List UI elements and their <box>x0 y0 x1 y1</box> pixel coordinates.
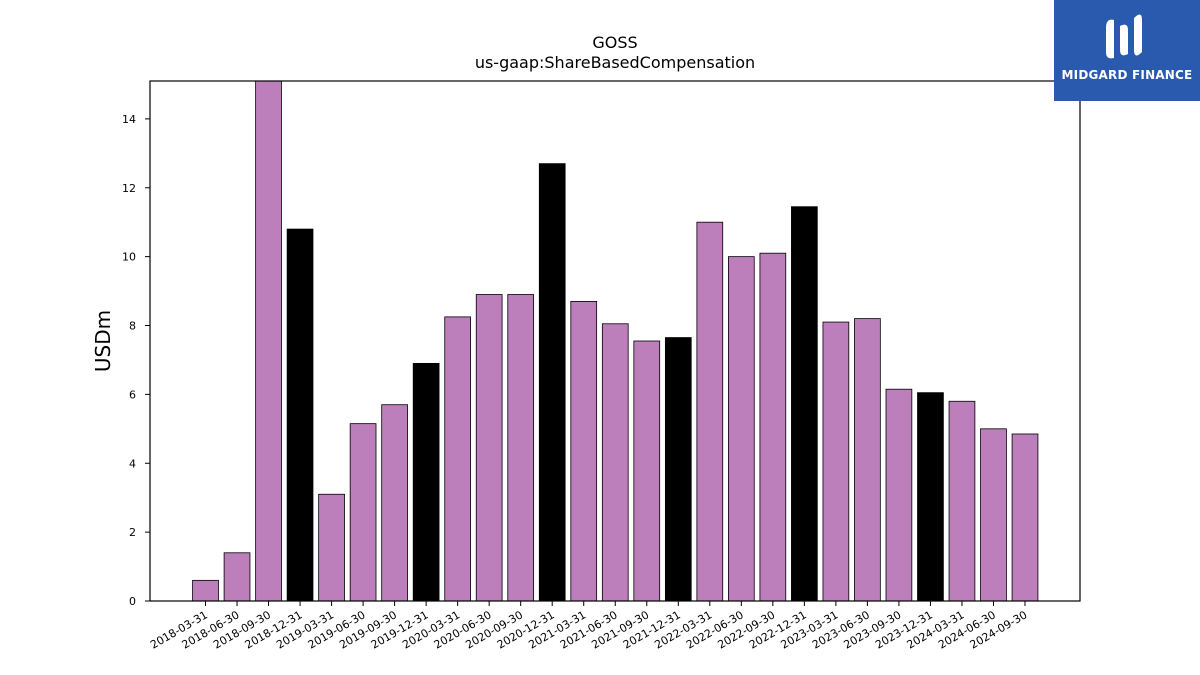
y-tick-label: 6 <box>129 388 136 401</box>
bar-2018-06-30 <box>223 552 251 602</box>
bar-2020-09-30 <box>507 294 535 602</box>
x-axis-ticks: 2018-03-312018-06-302018-09-302018-12-31… <box>148 601 1030 652</box>
bar-2020-12-31 <box>538 163 566 602</box>
y-tick-label: 0 <box>129 595 136 608</box>
bar-2021-12-31 <box>664 337 692 602</box>
bar-2018-09-30 <box>255 80 282 602</box>
bar-2022-12-31 <box>791 206 818 602</box>
bar-2019-09-30 <box>381 404 408 602</box>
y-tick-label: 12 <box>122 182 136 195</box>
bar-2023-06-30 <box>854 318 881 602</box>
chart-title: GOSS <box>592 33 637 52</box>
bar-2023-03-31 <box>822 321 850 602</box>
bar-2021-03-31 <box>570 300 598 602</box>
bar-2022-09-30 <box>759 252 787 602</box>
bar-2018-12-31 <box>286 228 314 602</box>
y-tick-label: 2 <box>129 526 136 539</box>
midgard-finance-logo: MIDGARD FINANCE <box>1054 0 1200 101</box>
y-tick-label: 8 <box>129 320 136 333</box>
plot-frame <box>149 80 1081 602</box>
y-axis-label: USDm <box>91 310 115 372</box>
bar-2019-03-31 <box>318 493 345 602</box>
bar-2021-06-30 <box>601 323 629 602</box>
bar-2018-03-31 <box>192 579 219 602</box>
bar-2024-09-30 <box>1011 433 1039 602</box>
bar-2022-03-31 <box>696 221 724 602</box>
y-axis-ticks: 0 2 4 6 8 10 12 14 <box>122 113 150 608</box>
bars-group <box>192 80 1039 602</box>
bar-2023-12-31 <box>917 392 944 602</box>
y-tick-label: 14 <box>122 113 136 126</box>
logo-text: MIDGARD FINANCE <box>1061 68 1193 82</box>
bar-2022-06-30 <box>728 256 755 602</box>
bar-2024-03-31 <box>948 400 976 602</box>
bar-2023-09-30 <box>885 388 913 602</box>
bar-2020-06-30 <box>475 294 503 602</box>
bar-2024-06-30 <box>980 428 1007 602</box>
bar-2021-09-30 <box>633 340 661 602</box>
midgard-logo-icon <box>1106 14 1142 59</box>
chart-subtitle: us-gaap:ShareBasedCompensation <box>475 53 755 72</box>
y-tick-label: 10 <box>122 251 136 264</box>
bar-2019-06-30 <box>349 423 377 602</box>
bar-2020-03-31 <box>444 316 471 602</box>
y-tick-label: 4 <box>129 457 136 470</box>
bar-2019-12-31 <box>412 362 440 602</box>
